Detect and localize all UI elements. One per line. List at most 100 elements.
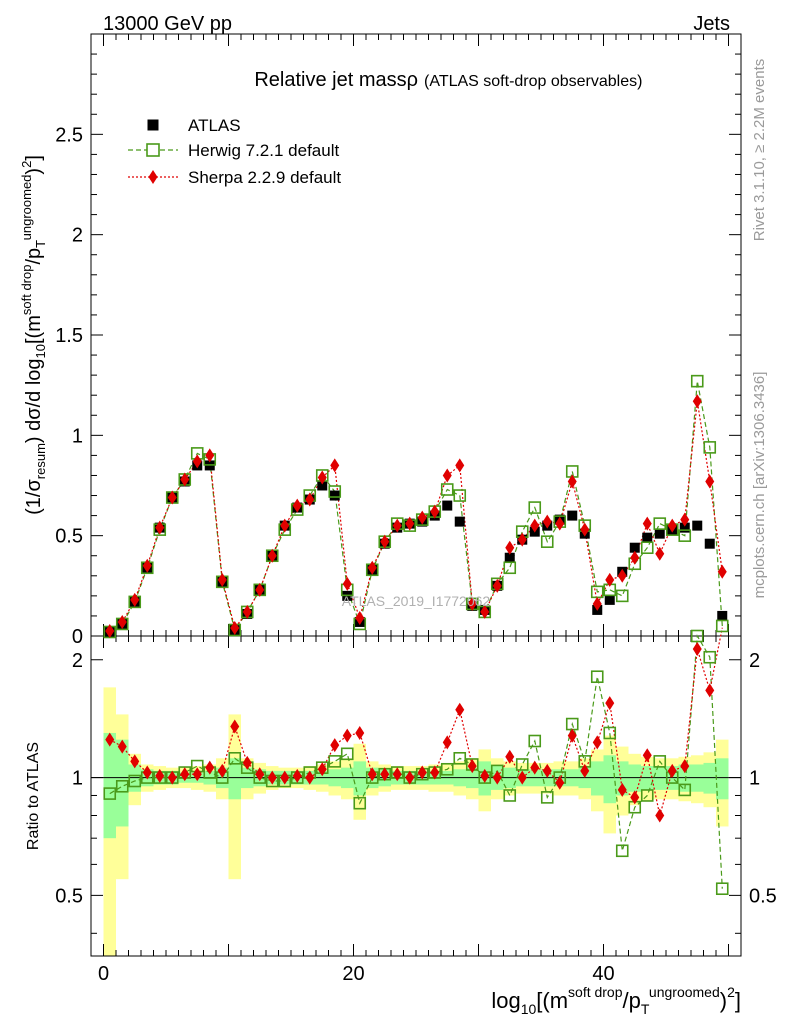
sherpa-ratio-point-18 (330, 738, 340, 753)
sherpa-point-0 (105, 623, 115, 638)
atlas-point-32 (504, 552, 515, 563)
sherpa-ratio-point-6 (180, 767, 190, 782)
sherpa-ratio-point-20 (355, 725, 365, 740)
herwig-ratio-point-49 (715, 882, 729, 896)
sherpa-point-11 (242, 604, 252, 619)
sherpa-point-21 (367, 560, 377, 575)
sherpa-ratio-point-25 (417, 765, 427, 780)
sherpa-point-15 (292, 498, 302, 513)
sherpa-ratio-point-1 (117, 739, 127, 754)
sherpa-ratio-point-48 (705, 683, 715, 698)
herwig-ratio-point-34 (528, 734, 542, 748)
sherpa-point-9 (217, 572, 227, 587)
sherpa-ratio-point-9 (217, 763, 227, 778)
sherpa-point-17 (317, 470, 327, 485)
band-stat-10 (228, 758, 241, 800)
sherpa-ratio-point-38 (580, 763, 590, 778)
legend-marker-herwig (146, 143, 160, 157)
sherpa-ratio-point-19 (342, 728, 352, 743)
sherpa-point-44 (655, 546, 665, 561)
herwig-ratio-point-41 (615, 844, 629, 858)
herwig-ratio-point-0 (103, 787, 117, 800)
herwig-ratio-point-47 (690, 629, 704, 643)
sherpa-ratio-point-2 (130, 754, 140, 769)
atlas-point-18 (329, 490, 340, 501)
rivet-label: Rivet 3.1.10, ≥ 2.2M events (751, 59, 768, 242)
sherpa-ratio-point-31 (492, 770, 502, 785)
sherpa-point-8 (205, 448, 215, 463)
band-stat-49 (716, 758, 729, 800)
herwig-ratio-point-28 (453, 752, 467, 765)
band-stat-2 (128, 764, 141, 792)
atlas-point-44 (654, 528, 665, 539)
herwig-point-35 (540, 535, 554, 548)
atlas-point-43 (642, 532, 653, 543)
ratio-y-label: Ratio to ATLAS (25, 742, 42, 850)
y-tick-label-0: 0 (72, 626, 83, 648)
herwig-ratio-point-46 (678, 783, 692, 797)
x-tick-label-0: 0 (98, 963, 109, 985)
sherpa-ratio-point-32 (505, 749, 515, 764)
herwig-point-34 (528, 501, 542, 514)
sherpa-point-27 (442, 468, 452, 483)
herwig-ratio-point-33 (515, 758, 529, 771)
sherpa-point-48 (705, 474, 715, 489)
chart-title: Relative jet massρ (254, 69, 418, 91)
ratio-tick-label-right-1: 1 (749, 768, 760, 790)
sherpa-ratio-point-5 (167, 770, 177, 785)
sherpa-ratio-point-46 (680, 759, 690, 774)
herwig-point-49 (715, 619, 729, 633)
herwig-ratio-point-2 (128, 774, 142, 788)
sherpa-ratio-point-41 (617, 782, 627, 797)
sherpa-ratio-point-42 (630, 790, 640, 805)
sherpa-point-47 (692, 394, 702, 409)
sherpa-ratio-point-34 (530, 760, 540, 775)
sherpa-ratio-point-29 (467, 759, 477, 774)
atlas-point-28 (454, 516, 465, 527)
analysis-watermark: ATLAS_2019_I1772062 (342, 593, 491, 609)
band-stat-39 (591, 761, 604, 796)
atlas-point-42 (629, 542, 640, 553)
sherpa-point-16 (305, 492, 315, 507)
sherpa-point-2 (130, 592, 140, 607)
sherpa-point-42 (630, 550, 640, 565)
sherpa-point-10 (230, 620, 240, 635)
y-tick-label-2: 1 (72, 425, 83, 447)
sherpa-ratio-point-16 (305, 770, 315, 785)
sherpa-ratio-point-24 (405, 770, 415, 785)
band-stat-0 (103, 732, 116, 839)
herwig-point-28 (453, 489, 467, 502)
band-stat-42 (628, 764, 641, 792)
sherpa-ratio-point-11 (242, 755, 252, 770)
herwig-point-44 (653, 517, 667, 530)
sherpa-point-31 (492, 578, 502, 593)
legend-label-1: Herwig 7.2.1 default (188, 141, 339, 160)
herwig-ratio-point-19 (340, 747, 354, 761)
sherpa-point-32 (505, 540, 515, 555)
herwig-point-27 (440, 483, 454, 496)
sherpa-ratio-point-36 (555, 775, 565, 790)
x-tick-label-40: 40 (592, 963, 614, 985)
legend-label-0: ATLAS (188, 116, 241, 135)
herwig-ratio-point-39 (590, 670, 604, 684)
sherpa-ratio-point-43 (642, 748, 652, 763)
band-stat-48 (703, 762, 716, 794)
sherpa-point-40 (605, 572, 615, 587)
herwig-ratio-point-10 (228, 752, 242, 765)
x-axis-label: log10[(msoft drop/pTungroomed)2] (491, 984, 741, 1017)
ratio-tick-label-right-0: 0.5 (749, 885, 777, 907)
herwig-ratio-point-35 (540, 791, 554, 804)
band-stat-40 (603, 755, 616, 804)
y-tick-label-1: 0.5 (55, 526, 83, 548)
herwig-point-43 (640, 541, 654, 555)
sherpa-ratio-point-26 (430, 765, 440, 780)
sherpa-point-34 (530, 518, 540, 533)
sherpa-ratio-point-17 (317, 762, 327, 777)
x-tick-label-20: 20 (342, 963, 364, 985)
sherpa-ratio-point-37 (567, 728, 577, 743)
sherpa-point-13 (267, 548, 277, 563)
herwig-point-32 (503, 561, 517, 575)
legend: ATLAS Herwig 7.2.1 default Sherpa 2.2.9 de… (128, 116, 341, 187)
atlas-point-48 (704, 538, 715, 549)
atlas-point-46 (679, 522, 690, 533)
